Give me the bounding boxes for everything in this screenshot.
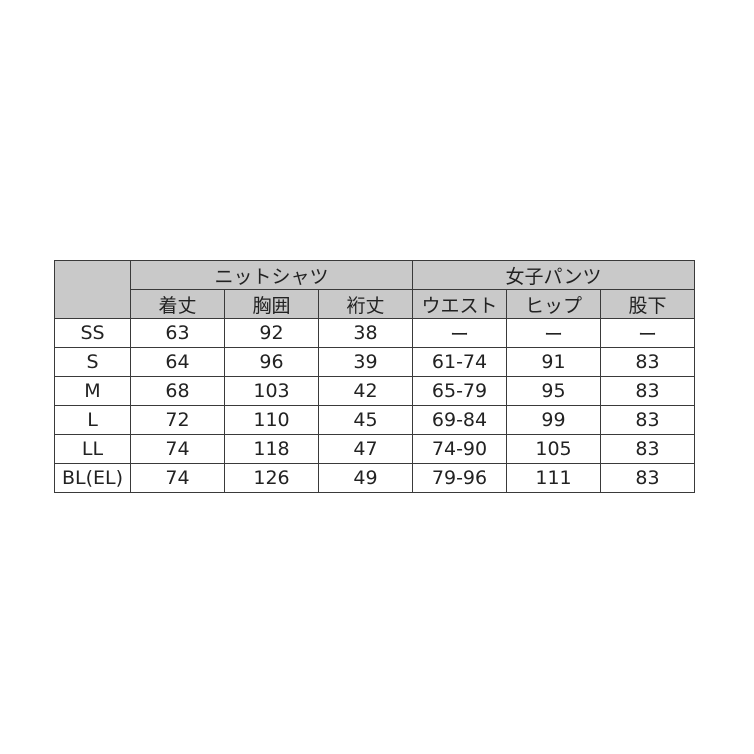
table-cell: 83 — [600, 347, 695, 377]
table-cell: 42 — [318, 376, 413, 406]
group-header-knit-shirt: ニットシャツ — [130, 260, 413, 290]
size-label: M — [54, 376, 131, 406]
table-cell: 61-74 — [412, 347, 507, 377]
table-cell: 64 — [130, 347, 225, 377]
table-cell: 95 — [506, 376, 601, 406]
table-cell: 83 — [600, 405, 695, 435]
table-cell: 118 — [224, 434, 319, 464]
table-row: S 64 96 39 61-74 91 83 — [54, 347, 695, 377]
table-row: M 68 103 42 65-79 95 83 — [54, 376, 695, 406]
table-cell: 72 — [130, 405, 225, 435]
corner-cell — [54, 260, 131, 319]
table-cell: 126 — [224, 463, 319, 493]
size-label: BL(EL) — [54, 463, 131, 493]
table-cell: 99 — [506, 405, 601, 435]
table-cell: 111 — [506, 463, 601, 493]
table-row: LL 74 118 47 74-90 105 83 — [54, 434, 695, 464]
table-cell: 103 — [224, 376, 319, 406]
table-cell: 45 — [318, 405, 413, 435]
group-header-womens-pants: 女子パンツ — [412, 260, 695, 290]
table-cell: ー — [412, 318, 507, 348]
table-cell: 68 — [130, 376, 225, 406]
table-row: L 72 110 45 69-84 99 83 — [54, 405, 695, 435]
table-cell: 91 — [506, 347, 601, 377]
table-cell: 38 — [318, 318, 413, 348]
table-cell: 83 — [600, 434, 695, 464]
size-label: L — [54, 405, 131, 435]
table-cell: 63 — [130, 318, 225, 348]
table-cell: 74 — [130, 434, 225, 464]
table-cell: 92 — [224, 318, 319, 348]
table-cell: 69-84 — [412, 405, 507, 435]
column-header: 股下 — [600, 289, 695, 319]
table-cell: 83 — [600, 376, 695, 406]
table-cell: 105 — [506, 434, 601, 464]
table-cell: 83 — [600, 463, 695, 493]
size-table: ニットシャツ 女子パンツ 着丈 胸囲 裄丈 ウエスト ヒップ 股下 SS 63 92… — [54, 260, 695, 493]
size-label: SS — [54, 318, 131, 348]
table-row: BL(EL) 74 126 49 79-96 111 83 — [54, 463, 695, 493]
size-label: LL — [54, 434, 131, 464]
table-cell: 79-96 — [412, 463, 507, 493]
column-header: 裄丈 — [318, 289, 413, 319]
column-header: ヒップ — [506, 289, 601, 319]
column-header: 着丈 — [130, 289, 225, 319]
column-header: ウエスト — [412, 289, 507, 319]
table-cell: 96 — [224, 347, 319, 377]
table-cell: 49 — [318, 463, 413, 493]
table-cell: 65-79 — [412, 376, 507, 406]
column-header: 胸囲 — [224, 289, 319, 319]
table-cell: 110 — [224, 405, 319, 435]
size-label: S — [54, 347, 131, 377]
table-cell: ー — [506, 318, 601, 348]
table-cell: 39 — [318, 347, 413, 377]
table-cell: 74-90 — [412, 434, 507, 464]
table-cell: 47 — [318, 434, 413, 464]
table-row: SS 63 92 38 ーーー — [54, 318, 695, 348]
table-cell: ー — [600, 318, 695, 348]
table-cell: 74 — [130, 463, 225, 493]
